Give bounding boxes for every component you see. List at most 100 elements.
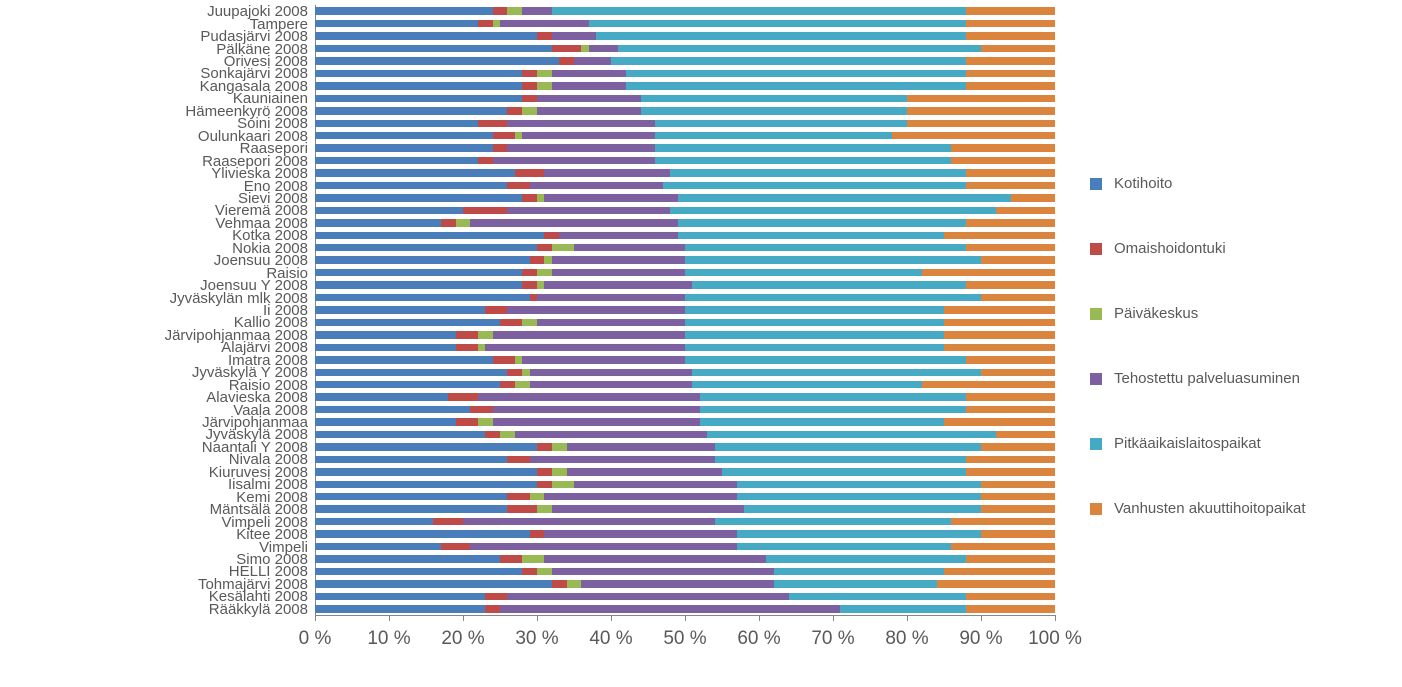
bar-segment-omaishoidontuki: [448, 393, 478, 400]
bar-segment-pitkaaikais: [715, 443, 981, 450]
bar-segment-akuutti: [981, 481, 1055, 488]
bar-segment-kotihoito: [315, 57, 559, 64]
bar-segment-kotihoito: [315, 443, 537, 450]
bar-segment-pitkaaikais: [700, 406, 966, 413]
bar-segment-omaishoidontuki: [478, 157, 493, 164]
bar-row: [315, 57, 1055, 64]
bar-segment-pitkaaikais: [596, 32, 966, 39]
x-tick-label: 100 %: [1028, 628, 1082, 650]
bar-segment-pitkaaikais: [655, 132, 892, 139]
bar-segment-kotihoito: [315, 431, 485, 438]
bar-segment-tehostettu: [470, 219, 677, 226]
bar-segment-kotihoito: [315, 32, 537, 39]
bar-segment-omaishoidontuki: [559, 57, 574, 64]
x-tick-label: 60 %: [737, 628, 780, 650]
x-tick-label: 50 %: [663, 628, 706, 650]
legend-label: Tehostettu palveluasuminen: [1114, 370, 1300, 387]
bar-row: [315, 406, 1055, 413]
legend-label: Pitkäaikaislaitospaikat: [1114, 435, 1261, 452]
bar-segment-pitkaaikais: [685, 319, 944, 326]
bar-segment-tehostettu: [500, 605, 840, 612]
bar-segment-omaishoidontuki: [500, 319, 522, 326]
bar-segment-kotihoito: [315, 95, 522, 102]
bar-segment-paivakeskus: [552, 443, 567, 450]
bar-segment-pitkaaikais: [789, 593, 967, 600]
bar-segment-omaishoidontuki: [537, 468, 552, 475]
bar-segment-tehostettu: [470, 543, 736, 550]
bar-segment-kotihoito: [315, 456, 507, 463]
bar-segment-paivakeskus: [537, 568, 552, 575]
y-tick-label: Rääkkylä 2008: [0, 602, 308, 617]
bar-segment-kotihoito: [315, 20, 478, 27]
bar-segment-omaishoidontuki: [522, 269, 537, 276]
bar-segment-kotihoito: [315, 157, 478, 164]
bar-row: [315, 256, 1055, 263]
bar-segment-tehostettu: [552, 70, 626, 77]
bar-row: [315, 169, 1055, 176]
bar-segment-pitkaaikais: [737, 530, 981, 537]
bar-row: [315, 244, 1055, 251]
bar-segment-kotihoito: [315, 120, 478, 127]
x-tick: [981, 615, 982, 621]
x-tick-label: 30 %: [515, 628, 558, 650]
bar-segment-pitkaaikais: [678, 194, 1011, 201]
bar-segment-kotihoito: [315, 530, 530, 537]
bar-segment-tehostettu: [507, 120, 655, 127]
bar-segment-paivakeskus: [515, 381, 530, 388]
bar-segment-omaishoidontuki: [493, 144, 508, 151]
bar-segment-pitkaaikais: [618, 45, 981, 52]
bar-segment-tehostettu: [530, 182, 663, 189]
bar-segment-akuutti: [966, 456, 1055, 463]
bar-segment-tehostettu: [522, 7, 552, 14]
legend-label: Kotihoito: [1114, 175, 1172, 192]
bar-segment-omaishoidontuki: [478, 120, 508, 127]
x-tick-label: 40 %: [589, 628, 632, 650]
bar-segment-pitkaaikais: [626, 70, 966, 77]
bar-segment-pitkaaikais: [774, 580, 937, 587]
x-tick: [537, 615, 538, 621]
bar-segment-tehostettu: [515, 431, 707, 438]
legend-swatch: [1090, 438, 1102, 450]
bar-segment-paivakeskus: [537, 505, 552, 512]
legend-item: Omaishoidontuki: [1090, 240, 1390, 257]
bar-segment-kotihoito: [315, 269, 522, 276]
bar-segment-kotihoito: [315, 70, 522, 77]
bar-segment-kotihoito: [315, 555, 500, 562]
bar-segment-omaishoidontuki: [522, 70, 537, 77]
bar-segment-pitkaaikais: [685, 344, 944, 351]
x-axis-labels: 0 %10 %20 %30 %40 %50 %60 %70 %80 %90 %1…: [315, 628, 1055, 658]
bar-segment-omaishoidontuki: [507, 456, 529, 463]
bar-row: [315, 194, 1055, 201]
bar-row: [315, 356, 1055, 363]
bar-segment-pitkaaikais: [707, 431, 996, 438]
bar-segment-omaishoidontuki: [485, 605, 500, 612]
bar-row: [315, 443, 1055, 450]
bar-segment-omaishoidontuki: [507, 369, 522, 376]
bar-segment-akuutti: [944, 418, 1055, 425]
bar-segment-tehostettu: [581, 580, 773, 587]
legend-swatch: [1090, 373, 1102, 385]
bar-segment-pitkaaikais: [589, 20, 966, 27]
bar-segment-paivakeskus: [522, 107, 537, 114]
bar-segment-akuutti: [966, 281, 1055, 288]
bar-segment-kotihoito: [315, 207, 463, 214]
bar-segment-tehostettu: [589, 45, 619, 52]
bar-segment-pitkaaikais: [700, 393, 966, 400]
bar-segment-akuutti: [966, 57, 1055, 64]
bar-segment-omaishoidontuki: [522, 194, 537, 201]
bar-segment-kotihoito: [315, 331, 456, 338]
bar-segment-kotihoito: [315, 568, 522, 575]
bar-row: [315, 518, 1055, 525]
bar-segment-pitkaaikais: [641, 95, 907, 102]
bar-segment-tehostettu: [552, 32, 596, 39]
bar-segment-tehostettu: [567, 443, 715, 450]
legend-label: Vanhusten akuuttihoitopaikat: [1114, 500, 1306, 517]
bar-segment-pitkaaikais: [744, 505, 981, 512]
bar-segment-pitkaaikais: [655, 120, 907, 127]
bar-segment-paivakeskus: [537, 82, 552, 89]
bar-segment-kotihoito: [315, 356, 493, 363]
bar-segment-tehostettu: [574, 57, 611, 64]
bar-segment-akuutti: [944, 232, 1055, 239]
bar-row: [315, 32, 1055, 39]
bar-segment-paivakeskus: [537, 269, 552, 276]
